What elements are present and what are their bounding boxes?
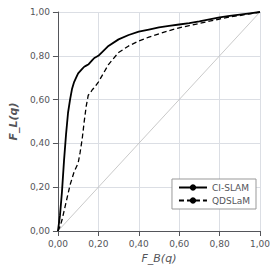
svg-text:0,40: 0,40	[129, 239, 149, 249]
svg-text:1,00: 1,00	[250, 239, 270, 249]
svg-text:0,60: 0,60	[30, 95, 50, 105]
svg-text:0,20: 0,20	[88, 239, 108, 249]
svg-text:1,00: 1,00	[30, 7, 50, 17]
svg-text:QDSLaM: QDSLaM	[212, 196, 250, 206]
svg-text:F_L(q): F_L(q)	[7, 103, 20, 141]
svg-text:0,20: 0,20	[30, 182, 50, 192]
svg-text:0,00: 0,00	[48, 239, 68, 249]
svg-text:0,40: 0,40	[30, 138, 50, 148]
svg-text:0,80: 0,80	[210, 239, 230, 249]
svg-text:0,00: 0,00	[30, 226, 50, 236]
svg-text:CI-SLAM: CI-SLAM	[212, 183, 249, 193]
svg-text:F_B(q): F_B(q)	[141, 252, 176, 265]
svg-text:0,60: 0,60	[169, 239, 189, 249]
svg-text:0,80: 0,80	[30, 51, 50, 61]
